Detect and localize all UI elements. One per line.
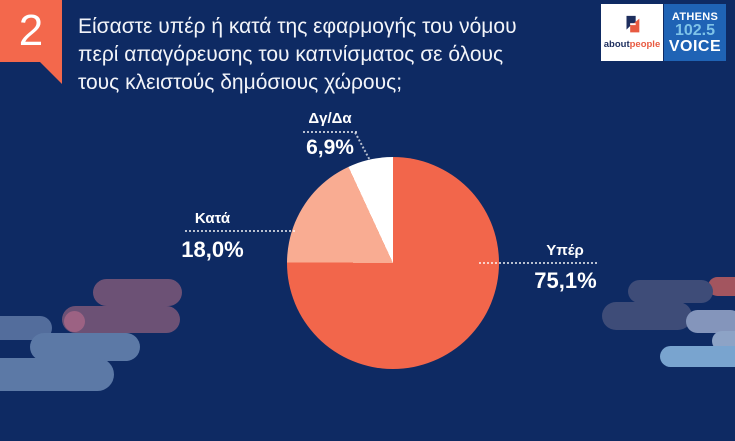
slide-number-badge-tail (40, 62, 62, 84)
leader-line-yper (479, 262, 597, 264)
cloud-pink-dot (64, 311, 85, 332)
slide-number-badge: 2 (0, 0, 62, 62)
leader-line-kata (185, 230, 295, 232)
aboutpeople-logo: aboutpeople (601, 4, 663, 61)
cloud-red-pill (708, 277, 735, 296)
cloud-steel-pill (686, 310, 735, 333)
question-line-1: Είσαστε υπέρ ή κατά της εφαρμογής του νό… (78, 15, 517, 38)
slice-label-dgda: Δγ/Δα (308, 110, 352, 127)
slice-value-yper: 75,1% (534, 268, 597, 293)
aboutpeople-word-people: people (629, 39, 661, 50)
cloud-blue-mid (30, 333, 140, 361)
cloud-purple-top (93, 279, 182, 306)
slice-value-kata: 18,0% (181, 237, 244, 262)
station-frequency: 102.5 (674, 21, 716, 39)
cloud-blue-bottom (0, 358, 114, 391)
aboutpeople-icon (626, 15, 640, 33)
cloud-lightblue-pill (660, 346, 735, 367)
athens-voice-logo: ATHENS 102.5 VOICE (664, 4, 726, 61)
question-title: Είσαστε υπέρ ή κατά της εφαρμογής του νό… (78, 13, 588, 97)
slice-label-kata: Κατά (194, 210, 231, 227)
cloud-indigo-bottom (602, 302, 692, 330)
station-city: ATHENS (671, 10, 719, 23)
aboutpeople-wordmark: aboutpeople (604, 40, 660, 50)
slice-value-dgda: 6,9% (306, 136, 354, 159)
slide-number: 2 (18, 6, 44, 55)
question-line-2: περί απαγόρευσης του καπνίσματος σε όλου… (78, 43, 504, 66)
pie-chart (287, 157, 499, 369)
aboutpeople-word-about: about (603, 39, 630, 50)
slice-label-yper: Υπέρ (546, 242, 584, 259)
station-name: VOICE (668, 37, 722, 55)
leader-line-dgda (303, 131, 357, 133)
cloud-indigo-top (628, 280, 713, 303)
question-line-3: τους κλειστούς δημόσιους χώρους; (78, 71, 403, 94)
